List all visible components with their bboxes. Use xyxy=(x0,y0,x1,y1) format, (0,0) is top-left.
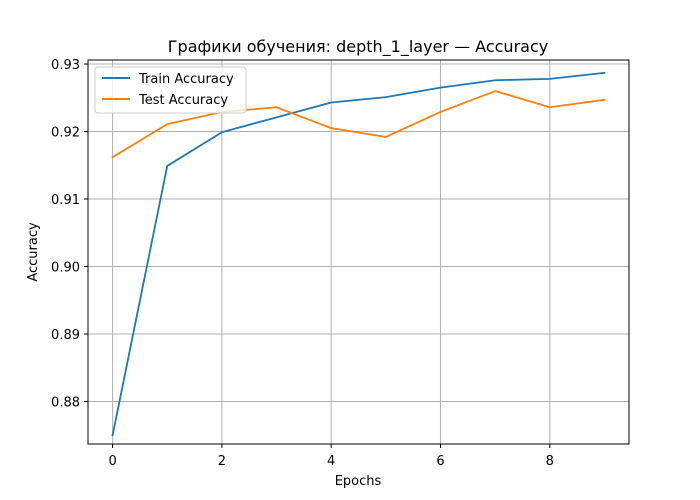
y-tick-label: 0.91 xyxy=(51,193,80,208)
lines-layer xyxy=(111,71,606,437)
y-axis-label: Accuracy xyxy=(26,222,41,282)
x-tick-label: 2 xyxy=(218,454,226,469)
y-tick-label: 0.93 xyxy=(51,58,80,73)
legend-box xyxy=(94,66,247,114)
x-tick-label: 6 xyxy=(436,454,444,469)
x-tick-label: 0 xyxy=(108,454,116,469)
plot-frame xyxy=(87,59,630,445)
grid-layer xyxy=(88,60,629,444)
train-accuracy-line xyxy=(111,71,606,437)
ticks-layer: 0 2 4 6 8 0.88 0.89 0.90 0.91 0.92 0.93 xyxy=(51,58,554,469)
y-tick-label: 0.88 xyxy=(51,395,80,410)
x-axis-label: Epochs xyxy=(335,474,382,489)
y-tick-label: 0.89 xyxy=(51,328,80,343)
x-tick-label: 8 xyxy=(546,454,554,469)
y-tick-label: 0.90 xyxy=(51,261,80,276)
legend-label-test: Test Accuracy xyxy=(138,93,228,108)
test-accuracy-line xyxy=(111,90,606,159)
y-tick-label: 0.92 xyxy=(51,126,80,141)
legend: Train Accuracy Test Accuracy xyxy=(94,66,247,114)
x-tick-label: 4 xyxy=(327,454,335,469)
chart-title: Графики обучения: depth_1_layer — Accura… xyxy=(168,37,548,57)
legend-label-train: Train Accuracy xyxy=(138,72,234,87)
